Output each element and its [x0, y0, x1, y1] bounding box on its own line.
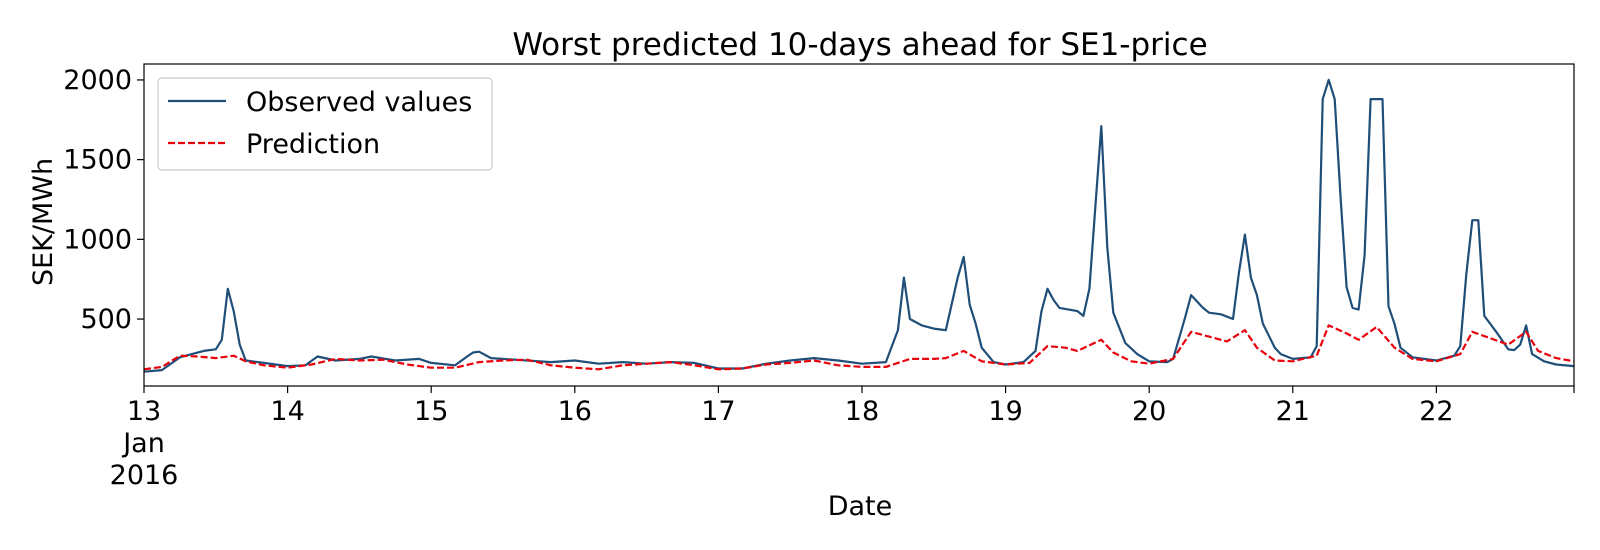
x-tick-label: 19: [988, 396, 1022, 427]
x-tick-label: 13: [127, 396, 161, 427]
x-tick-label: 21: [1276, 396, 1310, 427]
x-tick-label: 15: [414, 396, 448, 427]
x-tick-label: 20: [1132, 396, 1166, 427]
plot-lines: [143, 78, 1575, 373]
y-tick-label: 1500: [63, 145, 132, 176]
x-axis-label: Date: [828, 491, 893, 522]
x-tick-label: 16: [558, 396, 592, 427]
y-tick-label: 500: [80, 304, 132, 335]
series-line-prediction: [143, 324, 1575, 371]
x-tick-label: 22: [1419, 396, 1453, 427]
plot-frame: [143, 63, 1575, 387]
legend-entry-label: Prediction: [246, 129, 380, 160]
legend: Observed values Prediction: [157, 77, 493, 171]
y-tick-label: 1000: [63, 224, 132, 255]
x-tick-label: 2016: [110, 460, 179, 491]
y-tick-label: 2000: [63, 65, 132, 96]
legend-box: [157, 77, 493, 171]
x-tick-label: 14: [270, 396, 304, 427]
x-tick-label: 17: [701, 396, 735, 427]
x-tick-label: Jan: [121, 428, 165, 459]
series-line-observed: [143, 78, 1575, 373]
x-tick-label: 18: [845, 396, 879, 427]
legend-entry-label: Observed values: [246, 87, 472, 118]
y-axis-label: SEK/MWh: [28, 158, 59, 286]
chart-title: Worst predicted 10-days ahead for SE1-pr…: [512, 27, 1207, 63]
